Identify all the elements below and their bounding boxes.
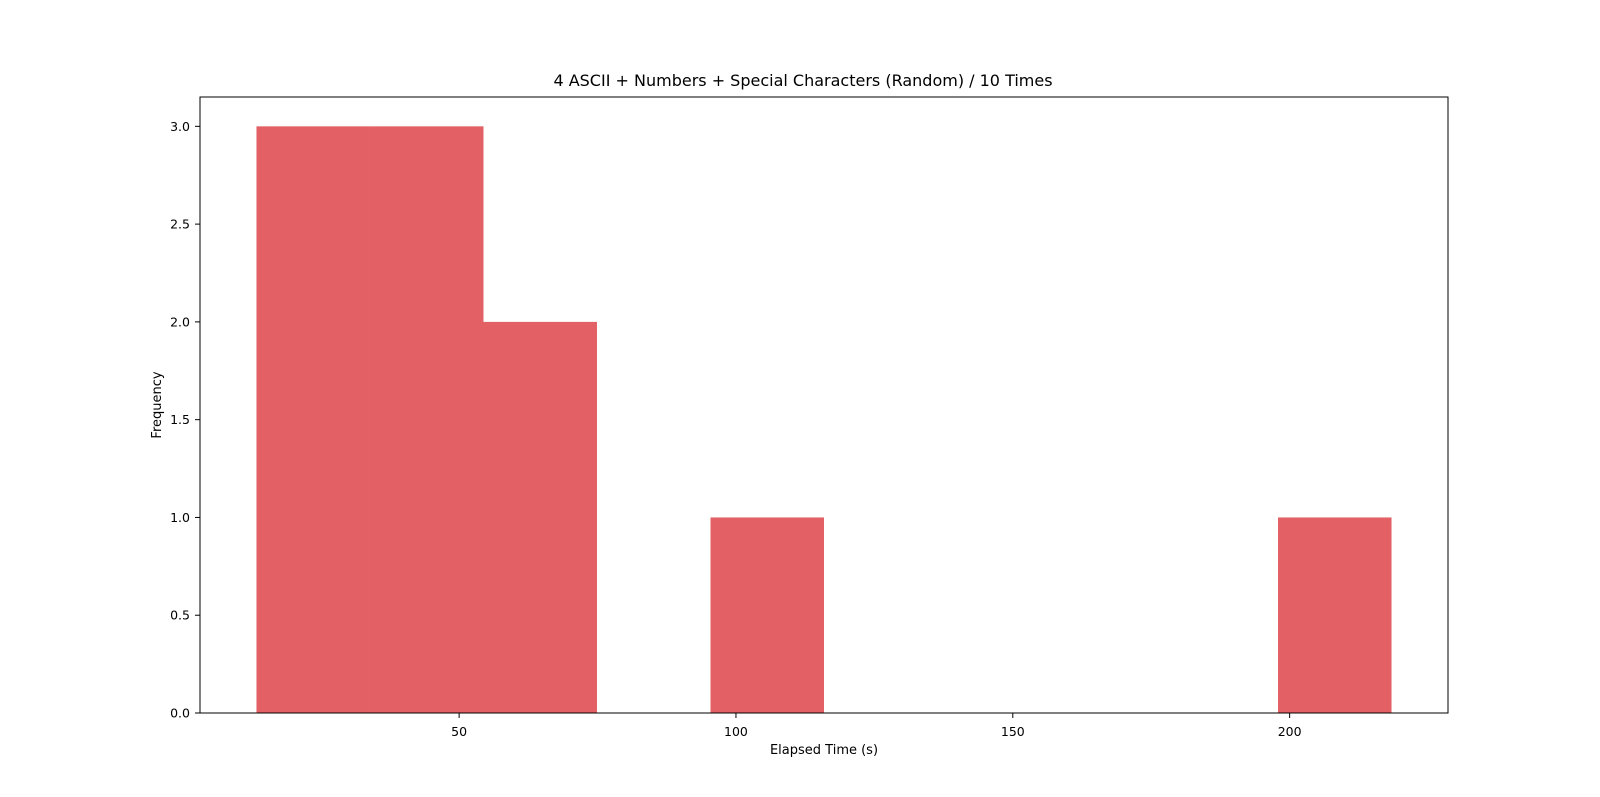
y-tick-label: 0.0 [170,706,190,721]
histogram-bar [369,126,484,714]
y-tick-label: 1.5 [170,412,190,427]
y-axis-ticks: 0.0 0.5 1.0 1.5 2.0 2.5 3.0 [170,119,200,721]
x-axis-ticks: 50 100 150 200 [451,713,1302,739]
x-tick-label: 200 [1278,724,1302,739]
y-tick-label: 0.5 [170,608,190,623]
histogram-bar [710,517,824,713]
plot-frame [199,96,1449,714]
y-tick-label: 3.0 [170,119,190,134]
x-axis-label: Elapsed Time (s) [770,743,878,758]
y-tick-label: 2.0 [170,314,190,329]
x-tick-label: 100 [724,724,748,739]
bars-layer [256,126,1392,714]
x-tick-label: 50 [451,724,467,739]
y-axis-label: Frequency [150,371,165,438]
y-tick-label: 1.0 [170,510,190,525]
histogram-bar [483,321,597,713]
x-tick-label: 150 [1001,724,1025,739]
y-tick-label: 2.5 [170,217,190,232]
chart-title: 4 ASCII + Numbers + Special Characters (… [553,71,1052,90]
histogram-bar [1278,517,1392,713]
histogram-bar [256,126,370,714]
